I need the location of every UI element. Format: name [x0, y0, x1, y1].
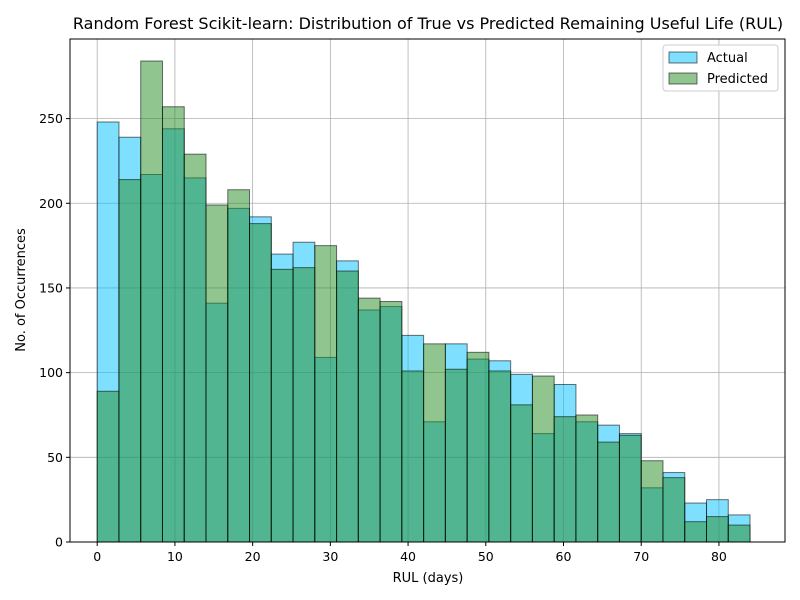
- x-axis-label: RUL (days): [393, 571, 464, 586]
- y-tick-label: 0: [55, 535, 63, 550]
- predicted-bar: [270, 268, 294, 543]
- y-tick-label: 100: [39, 365, 63, 380]
- predicted-bar: [553, 416, 577, 543]
- predicted-bar: [706, 516, 729, 543]
- predicted-bar: [423, 343, 446, 543]
- predicted-bar: [640, 460, 664, 543]
- x-tick-label: 20: [245, 549, 261, 564]
- predicted-bar: [597, 441, 620, 543]
- legend-swatch-actual: [668, 51, 698, 64]
- predicted-bar: [618, 434, 642, 543]
- y-tick-label: 150: [39, 280, 63, 295]
- predicted-bar: [488, 370, 512, 543]
- x-tick-label: 70: [633, 549, 649, 564]
- predicted-bar: [205, 204, 229, 543]
- legend-label-actual: Actual: [707, 51, 748, 66]
- x-tick-label: 0: [93, 549, 101, 564]
- predicted-bar: [575, 414, 599, 543]
- predicted-bar: [357, 297, 381, 543]
- x-tick-label: 50: [478, 549, 494, 564]
- predicted-bar: [314, 245, 338, 543]
- legend-swatch-predicted: [668, 72, 698, 85]
- x-tick-label: 40: [400, 549, 416, 564]
- predicted-bar: [140, 60, 163, 543]
- axes: 0 10 20 30 40 50 60 70 80 0 50 100 150 200 250: [39, 38, 786, 564]
- x-tick-label: 60: [556, 549, 572, 564]
- predicted-bar: [227, 189, 251, 543]
- chart-title: Random Forest Scikit-learn: Distribution…: [73, 14, 783, 33]
- legend-label-predicted: Predicted: [707, 72, 768, 87]
- predicted-bar: [401, 370, 425, 543]
- predicted-bar: [183, 153, 207, 543]
- plot-frame: [69, 38, 786, 543]
- predicted-bar: [510, 404, 533, 543]
- x-tick-label: 30: [322, 549, 338, 564]
- predicted-bar: [684, 521, 708, 543]
- predicted-bar: [727, 524, 751, 543]
- y-tick-label: 250: [39, 111, 63, 126]
- predicted-bar: [336, 270, 359, 543]
- legend: Actual Predicted: [662, 44, 779, 92]
- x-tick-label: 10: [167, 549, 183, 564]
- predicted-bar: [662, 477, 686, 543]
- predicted-bar: [292, 267, 316, 543]
- y-axis-label: No. of Occurrences: [14, 228, 29, 352]
- predicted-bar: [96, 390, 120, 543]
- predicted-bar: [444, 368, 468, 543]
- predicted-bar: [118, 179, 142, 543]
- predicted-bar: [379, 301, 403, 543]
- predicted-bar: [531, 375, 555, 543]
- predicted-bar: [161, 106, 185, 543]
- y-tick-label: 200: [39, 196, 63, 211]
- x-tick-label: 80: [711, 549, 727, 564]
- predicted-bar: [249, 223, 272, 543]
- y-tick-label: 50: [47, 450, 63, 465]
- predicted-bar: [466, 351, 490, 543]
